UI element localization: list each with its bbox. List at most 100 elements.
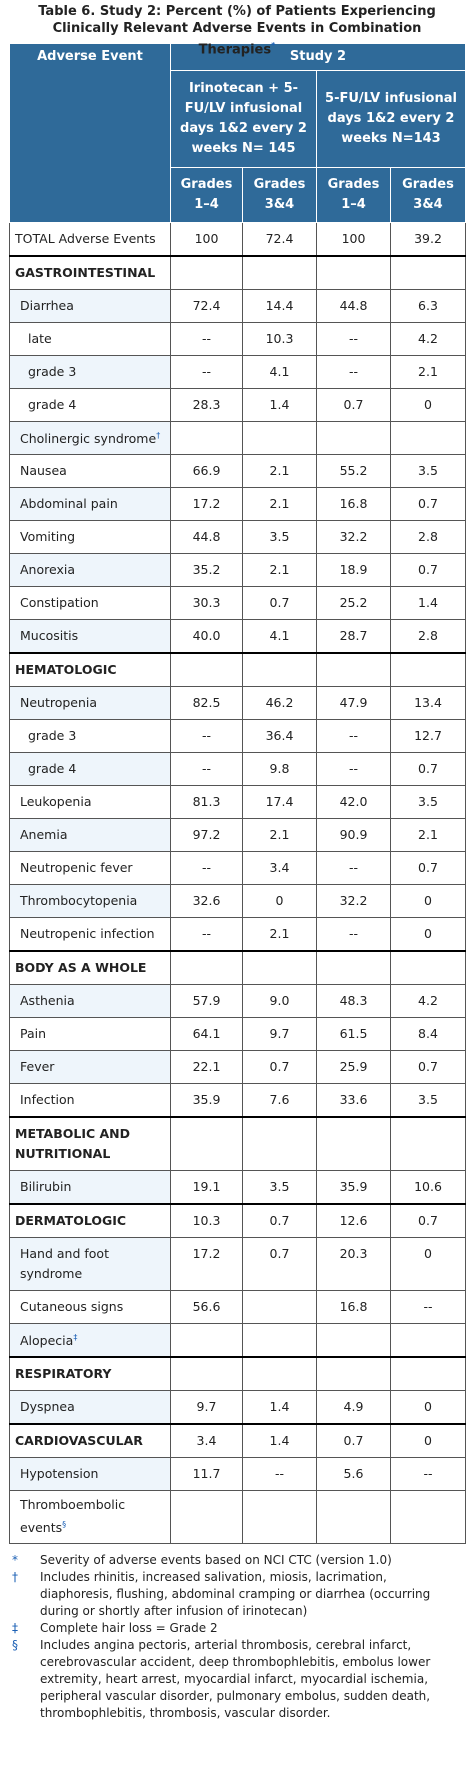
value: 0 [424,1399,432,1414]
value: 30.3 [192,595,221,610]
value-cell: 66.9 [170,454,243,488]
value: 1.4 [418,595,438,610]
value-cell: 100 [316,222,391,257]
table-row: Infection 35.9 7.6 33.6 3.5 [9,1083,466,1118]
value-cell: 4.1 [242,355,317,389]
value-cell [170,652,243,687]
value: 0.7 [343,397,364,412]
value-cell: 44.8 [316,289,391,323]
row-label-cell: Alopecia‡ [9,1323,171,1358]
value: 6.3 [418,298,438,313]
value: 0 [424,1433,432,1448]
table-row: Bilirubin 19.1 3.5 35.9 10.6 [9,1170,466,1205]
value: 36.4 [265,728,294,743]
row-label-cell: Dyspnea [9,1390,171,1425]
value-cell [390,1116,466,1171]
value: 2.1 [269,562,290,577]
value: 100 [194,231,219,246]
table-row: Hypotension 11.7 -- 5.6 -- [9,1457,466,1491]
value: 11.7 [192,1466,221,1481]
value: 16.8 [339,1299,368,1314]
table-row: DERMATOLOGIC 10.3 0.7 12.6 0.7 [9,1203,466,1238]
row-label: Asthenia [20,993,75,1008]
row-label-cell: Bilirubin [9,1170,171,1205]
title-footnote-mark[interactable]: * [271,41,276,50]
row-label-cell: late [9,322,171,356]
row-label-cell: Anorexia [9,553,171,587]
value: 3.5 [418,1092,438,1107]
value-cell: 12.7 [390,719,466,753]
value-cell: -- [316,322,391,356]
value-cell: 3.4 [170,1423,243,1458]
row-label: Pain [20,1026,47,1041]
table-row: HEMATOLOGIC [9,652,466,687]
value: 4.1 [269,628,290,643]
value-cell: 5.6 [316,1457,391,1491]
value: 56.6 [192,1299,221,1314]
value-cell: 0.7 [316,1423,391,1458]
value: 47.9 [339,695,368,710]
value: 0 [424,397,432,412]
value-cell: 2.1 [390,818,466,852]
table-row: Neutropenic infection -- 2.1 -- 0 [9,917,466,952]
table-row: Fever 22.1 0.7 25.9 0.7 [9,1050,466,1084]
value: 12.7 [414,728,442,743]
row-label: Neutropenic infection [20,926,155,941]
value-cell: 0.7 [390,553,466,587]
value-cell: 32.2 [316,520,391,554]
row-label-cell: Thromboembolic events§ [9,1490,171,1544]
value: 35.2 [192,562,221,577]
value-cell: 72.4 [170,289,243,323]
value: 0.7 [418,860,438,875]
value: 42.0 [339,794,368,809]
footnote-mark[interactable]: † [156,431,161,441]
value-cell: 0.7 [390,487,466,521]
value-cell: 28.3 [170,388,243,422]
value: 4.2 [418,993,438,1008]
value: -- [423,1466,433,1481]
footnote-mark[interactable]: ‡ [73,1333,78,1343]
value-cell: 20.3 [316,1237,391,1291]
value: 2.1 [269,926,290,941]
value: 2.1 [418,827,438,842]
value: 2.8 [418,628,438,643]
row-label-cell: Anemia [9,818,171,852]
value-cell: 35.9 [316,1170,391,1205]
row-label: Thrombocytopenia [20,893,138,908]
header-row: Irinotecan + 5-FU/LV infusional days 1&2… [10,70,466,168]
table-row: BODY AS A WHOLE [9,950,466,985]
value: 32.2 [339,893,368,908]
value: 18.9 [339,562,368,577]
row-label-cell: Infection [9,1083,171,1118]
table-row: Vomiting 44.8 3.5 32.2 2.8 [9,520,466,554]
value: 17.2 [192,496,221,511]
value: 16.8 [339,496,368,511]
row-label: RESPIRATORY [15,1366,112,1381]
value-cell: 35.9 [170,1083,243,1118]
value: 28.7 [339,628,368,643]
value: 19.1 [192,1179,221,1194]
value-cell [242,1323,317,1358]
value: 0.7 [418,761,438,776]
row-label-cell: Constipation [9,586,171,620]
value: 10.6 [414,1179,442,1194]
value: 25.9 [339,1059,368,1074]
table-row: METABOLIC AND NUTRITIONAL [9,1116,466,1171]
value-cell: 3.5 [242,520,317,554]
value-cell: 36.4 [242,719,317,753]
value-cell [390,1323,466,1358]
footnote-text: Includes angina pectoris, arterial throm… [40,1638,431,1720]
value-cell: 82.5 [170,686,243,720]
footnote-mark[interactable]: § [62,1520,67,1530]
value: 64.1 [192,1026,221,1041]
row-label-cell: Mucositis [9,619,171,654]
footnote-text: Complete hair loss = Grade 2 [40,1621,218,1635]
value-cell: 0.7 [242,1050,317,1084]
value-cell: 17.4 [242,785,317,819]
value-cell: 61.5 [316,1017,391,1051]
row-label-cell: Nausea [9,454,171,488]
value: 4.2 [418,331,438,346]
row-label: GASTROINTESTINAL [15,265,156,280]
value: 0.7 [343,1433,364,1448]
value-cell: 0.7 [242,1203,317,1238]
